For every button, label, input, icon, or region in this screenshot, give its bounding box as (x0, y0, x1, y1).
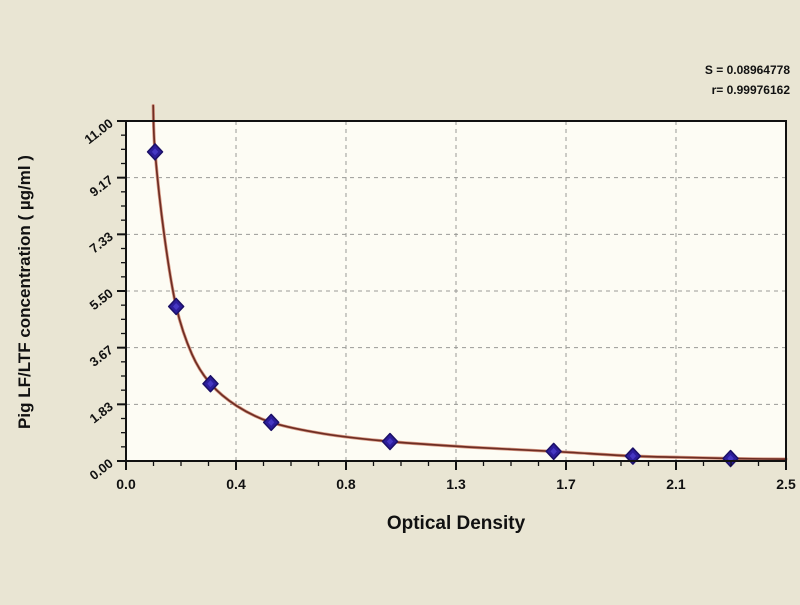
marker-layer (146, 143, 739, 468)
standard-curve-line (152, 104, 787, 460)
data-point-marker-highlight (550, 447, 557, 455)
data-point-marker-highlight (151, 148, 159, 156)
data-point-marker-highlight (727, 455, 734, 463)
y-tick-label: 1.83 (87, 399, 116, 426)
y-tick-label: 9.17 (87, 172, 116, 199)
y-tick-label: 11.00 (82, 116, 116, 147)
x-tick-label: 2.5 (776, 476, 796, 492)
plot-frame (125, 120, 787, 462)
y-tick-label: 7.33 (87, 229, 116, 256)
y-axis-title: Pig LF/LTF concentration ( µg/ml ) (15, 155, 34, 429)
data-point-marker-highlight (386, 438, 394, 446)
data-point-marker-highlight (207, 380, 214, 388)
data-point-marker-highlight (268, 418, 275, 426)
curve-layer (151, 103, 788, 461)
x-tick-label: 1.3 (446, 476, 466, 492)
fit-correlation-value: r= 0.99976162 (712, 83, 791, 97)
y-tick-label: 0.00 (87, 456, 116, 483)
y-tick-label: 3.67 (87, 342, 116, 369)
data-point-marker-highlight (629, 452, 637, 460)
x-tick-label: 0.4 (226, 476, 246, 492)
x-tick-label: 2.1 (666, 476, 686, 492)
grid-layer (126, 121, 786, 461)
fit-standard-error-value: S = 0.08964778 (705, 63, 790, 77)
x-axis-title: Optical Density (387, 513, 526, 534)
y-tick-label: 5.50 (87, 286, 116, 313)
x-tick-label: 0.8 (336, 476, 356, 492)
x-tick-label: 1.7 (556, 476, 576, 492)
data-point-marker-highlight (172, 302, 180, 310)
x-tick-label: 0.0 (116, 476, 136, 492)
